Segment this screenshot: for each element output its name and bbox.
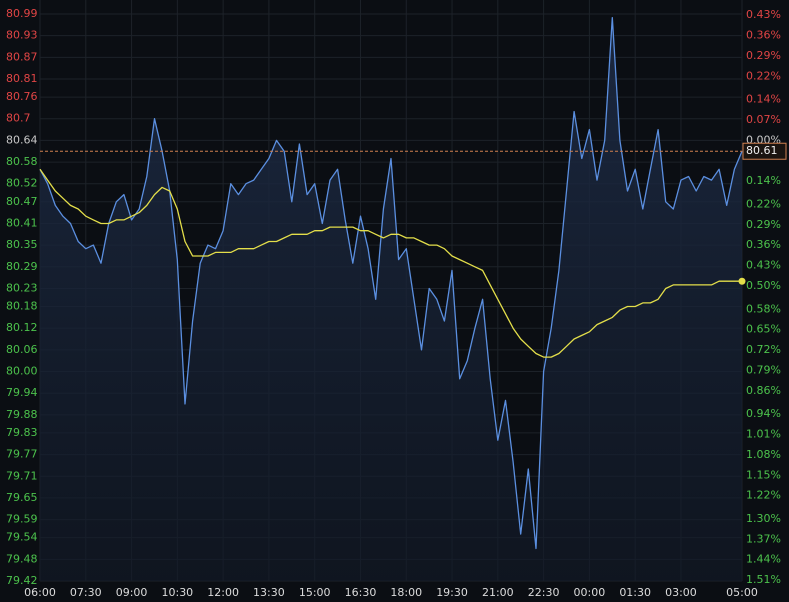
x-tick-label: 09:00	[116, 586, 148, 599]
y2-tick-label: 0.07%	[746, 113, 781, 126]
y2-tick-label: 0.72%	[746, 343, 781, 356]
x-tick-label: 01:30	[619, 586, 651, 599]
y2-tick-label: 0.22%	[746, 69, 781, 82]
y-tick-label: 80.29	[6, 260, 38, 273]
x-tick-label: 22:30	[528, 586, 560, 599]
y2-tick-label: 0.43%	[746, 8, 781, 21]
y-tick-label: 79.71	[6, 469, 38, 482]
y-tick-label: 80.06	[6, 343, 38, 356]
end-dot	[738, 277, 746, 285]
x-tick-label: 05:00	[726, 586, 758, 599]
y-tick-label: 80.52	[6, 177, 38, 190]
series-line	[39, 168, 742, 358]
y-tick-label: 79.77	[6, 448, 38, 461]
y-tick-label: 80.93	[6, 29, 38, 42]
x-tick-label: 18:00	[390, 586, 422, 599]
y2-tick-label: 1.37%	[746, 532, 781, 545]
y2-tick-label: 0.36%	[746, 238, 781, 251]
series-line	[39, 16, 743, 550]
y2-tick-label: 0.94%	[746, 407, 781, 420]
y-tick-label: 80.58	[6, 155, 38, 168]
y2-tick-label: 0.65%	[746, 323, 781, 336]
y2-tick-label: 0.50%	[746, 279, 781, 292]
y-tick-label: 79.59	[6, 513, 38, 526]
x-tick-label: 12:00	[207, 586, 239, 599]
x-tick-label: 16:30	[345, 586, 377, 599]
y2-tick-label: 1.51%	[746, 573, 781, 586]
y2-tick-label: 0.22%	[746, 197, 781, 210]
y-tick-label: 79.54	[6, 531, 38, 544]
y-tick-label: 80.64	[6, 133, 38, 146]
y2-tick-label: 0.86%	[746, 384, 781, 397]
y-tick-label: 80.23	[6, 281, 38, 294]
x-tick-label: 03:00	[665, 586, 697, 599]
y2-tick-label: 1.15%	[746, 468, 781, 481]
y-tick-label: 79.94	[6, 386, 38, 399]
y-tick-label: 80.00	[6, 365, 38, 378]
y2-tick-label: 0.43%	[746, 259, 781, 272]
y2-tick-label: 1.08%	[746, 448, 781, 461]
y-tick-label: 80.87	[6, 50, 38, 63]
y2-tick-label: 1.30%	[746, 512, 781, 525]
y2-tick-label: 0.36%	[746, 29, 781, 42]
y2-tick-label: 0.14%	[746, 174, 781, 187]
area	[40, 17, 742, 582]
x-tick-label: 10:30	[161, 586, 193, 599]
y-tick-label: 80.7	[6, 112, 31, 125]
x-tick-label: 06:00	[24, 586, 56, 599]
x-tick-label: 07:30	[70, 586, 102, 599]
x-tick-label: 15:00	[299, 586, 331, 599]
y2-tick-label: 0.14%	[746, 93, 781, 106]
y-tick-label: 79.48	[6, 552, 38, 565]
y-tick-label: 80.12	[6, 321, 38, 334]
y-tick-label: 80.35	[6, 238, 38, 251]
y2-tick-label: 1.22%	[746, 489, 781, 502]
x-tick-label: 13:30	[253, 586, 285, 599]
y2-tick-label: 1.01%	[746, 428, 781, 441]
y2-tick-label: 1.44%	[746, 553, 781, 566]
y-tick-label: 80.18	[6, 300, 38, 313]
y-tick-label: 79.65	[6, 491, 38, 504]
x-tick-label: 21:00	[482, 586, 514, 599]
y2-tick-label: 0.79%	[746, 363, 781, 376]
y-tick-label: 80.47	[6, 195, 38, 208]
y-tick-label: 79.83	[6, 426, 38, 439]
y-tick-label: 80.76	[6, 90, 38, 103]
last-price-label: 80.61	[746, 144, 778, 157]
y2-tick-label: 0.29%	[746, 218, 781, 231]
last-price-tag	[742, 142, 787, 160]
y2-tick-label: 0.58%	[746, 302, 781, 315]
x-tick-label: 19:30	[436, 586, 468, 599]
y-tick-label: 79.88	[6, 408, 38, 421]
y-tick-label: 79.42	[6, 574, 38, 587]
y-tick-label: 80.99	[6, 7, 38, 20]
x-tick-label: 00:00	[574, 586, 606, 599]
y-tick-label: 80.41	[6, 216, 38, 229]
y-tick-label: 80.81	[6, 72, 38, 85]
y2-tick-label: 0.29%	[746, 49, 781, 62]
